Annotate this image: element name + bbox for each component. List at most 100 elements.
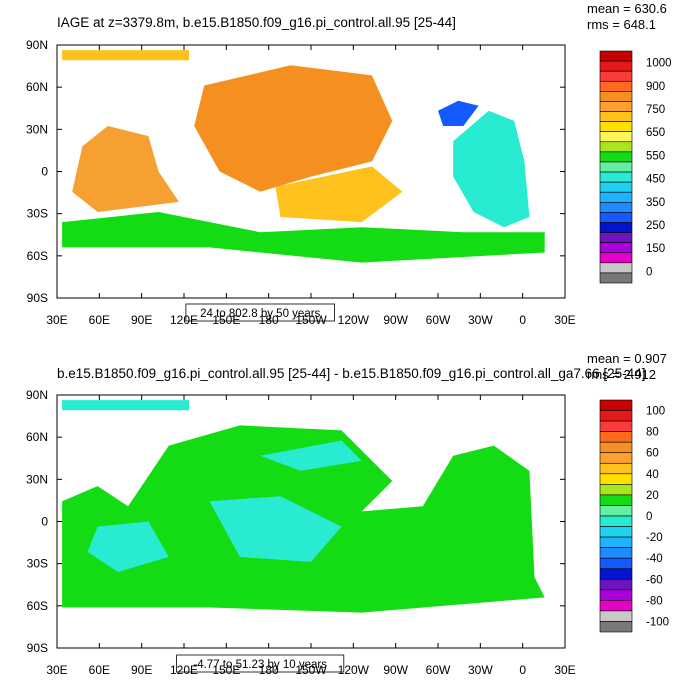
colorbar-swatch (599, 202, 633, 213)
colorbar-label: 80 (646, 427, 659, 439)
x-tick-label: 30W (468, 313, 493, 327)
region-north-pacific (260, 440, 362, 471)
x-tick-label: 90E (131, 663, 152, 677)
region-indian (72, 126, 179, 212)
x-tick-label: 30E (554, 663, 575, 677)
y-tick-label: 60N (26, 80, 48, 94)
colorbar-label: -100 (646, 616, 669, 628)
x-tick-label: 30W (468, 663, 493, 677)
colorbar-swatch (599, 473, 633, 485)
colorbar-swatch (599, 70, 633, 82)
x-tick-label: 60W (426, 313, 451, 327)
region-south-atlantic (87, 521, 169, 573)
x-tick-label: 60W (426, 663, 451, 677)
colorbar-label: 150 (646, 243, 665, 255)
y-tick-label: 30N (26, 472, 48, 486)
range-label-box (176, 654, 345, 673)
y-tick-label: 0 (41, 165, 48, 179)
range-label: -4.77 to 51.23 by 10 years (193, 659, 327, 671)
y-tick-label: 60S (27, 599, 48, 613)
colorbar-swatch (599, 212, 633, 223)
colorbar-label: 100 (646, 406, 665, 418)
colorbar-label: 650 (646, 127, 665, 139)
region-pacific (194, 65, 393, 192)
x-tick-label: 180 (259, 663, 279, 677)
x-tick-label: 30E (554, 313, 575, 327)
colorbar-label: 750 (646, 104, 665, 116)
colorbar-label: 350 (646, 197, 665, 209)
region-arctic (62, 50, 190, 61)
x-tick-label: 0 (519, 663, 526, 677)
x-tick-label: 60E (89, 313, 110, 327)
x-tick-label: 150W (295, 663, 327, 677)
colorbar-swatch (599, 242, 633, 254)
colorbar-label: 900 (646, 81, 665, 93)
colorbar-swatch (599, 600, 633, 612)
stat-mean: mean = 630.6 (587, 1, 667, 16)
y-tick-label: 30S (27, 207, 48, 221)
x-tick-label: 120W (338, 313, 370, 327)
colorbar-swatch (599, 121, 633, 132)
colorbar-label: 450 (646, 174, 665, 186)
colorbar-swatch (599, 91, 633, 102)
colorbar-label: 60 (646, 448, 659, 460)
y-tick-label: 30S (27, 557, 48, 571)
x-tick-label: 120E (170, 313, 198, 327)
colorbar-label: 0 (646, 511, 652, 523)
region-southern-ocean (62, 212, 545, 263)
colorbar-label: -80 (646, 595, 663, 607)
region-south-pacific (275, 166, 403, 223)
colorbar-label: 40 (646, 469, 659, 481)
stat-rms: rms = 2.912 (587, 367, 656, 382)
y-tick-label: 60N (26, 430, 48, 444)
colorbar-swatch (599, 141, 633, 153)
y-tick-label: 90N (26, 388, 48, 402)
region-equatorial (209, 496, 342, 562)
x-tick-label: 150E (212, 313, 240, 327)
colorbar-label: 1000 (646, 58, 672, 70)
stat-rms: rms = 648.1 (587, 17, 656, 32)
colorbar-swatch (599, 181, 633, 193)
colorbar-swatch (599, 262, 633, 274)
colorbar-swatch (599, 462, 633, 475)
y-tick-label: 0 (41, 515, 48, 529)
colorbar-label: -40 (646, 553, 663, 565)
x-tick-label: 60E (89, 663, 110, 677)
region-arctic (62, 400, 190, 411)
colorbar-swatch (599, 232, 633, 243)
colorbar-swatch (599, 161, 633, 173)
y-tick-label: 30N (26, 122, 48, 136)
colorbar-swatch (599, 578, 633, 591)
colorbar-swatch (599, 101, 633, 112)
colorbar-swatch (599, 505, 633, 517)
x-tick-label: 90W (383, 313, 408, 327)
x-tick-label: 0 (519, 313, 526, 327)
colorbar-swatch (599, 441, 633, 454)
colorbar-swatch (599, 484, 633, 496)
stat-mean: mean = 0.907 (587, 351, 667, 366)
colorbar-swatch (599, 131, 633, 143)
region-labrador (438, 100, 479, 126)
x-tick-label: 150W (295, 313, 327, 327)
x-tick-label: 90W (383, 663, 408, 677)
x-tick-label: 150E (212, 663, 240, 677)
chart-panel-1: IAGE at z=3379.8m, b.e15.B1850.f09_g16.p… (26, 1, 672, 327)
colorbar-swatch (599, 252, 633, 264)
chart-title: b.e15.B1850.f09_g16.pi_control.all.95 [2… (57, 366, 645, 381)
colorbar-swatch (599, 610, 633, 622)
colorbar-swatch (599, 399, 633, 411)
colorbar-swatch (599, 420, 633, 432)
range-label-box (185, 303, 335, 322)
map-regions (62, 400, 545, 613)
colorbar-swatch (599, 547, 633, 559)
x-tick-label: 180 (259, 313, 279, 327)
colorbar-swatch (599, 151, 633, 163)
colorbar-label: 550 (646, 150, 665, 162)
colorbar-swatch (599, 515, 633, 527)
y-tick-label: 90S (27, 641, 48, 655)
chart-title: IAGE at z=3379.8m, b.e15.B1850.f09_g16.p… (57, 15, 456, 30)
colorbar-swatch (599, 452, 633, 464)
colorbar-swatch (599, 171, 633, 183)
colorbar-swatch (599, 568, 633, 580)
